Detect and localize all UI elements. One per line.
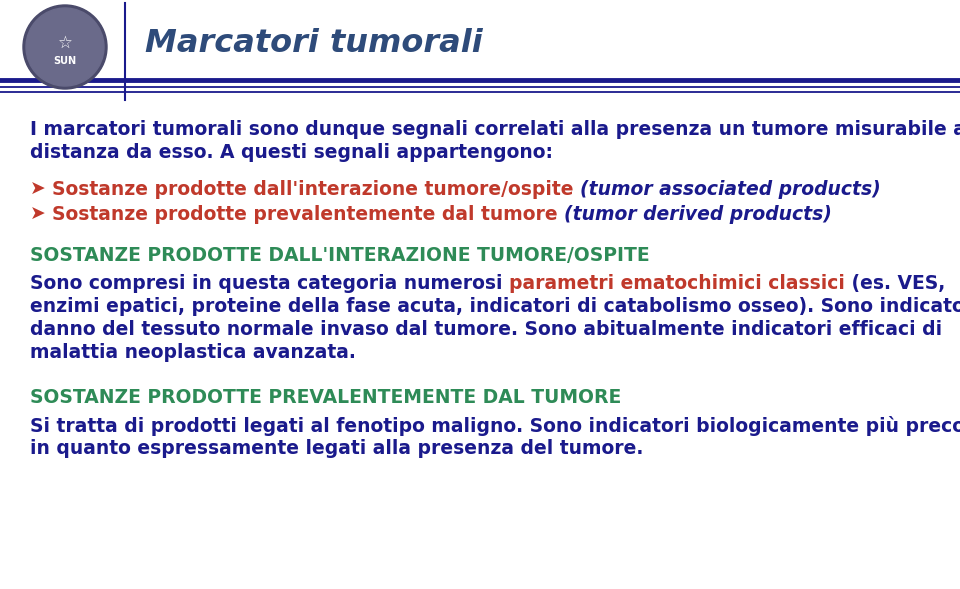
Text: SOSTANZE PRODOTTE DALL'INTERAZIONE TUMORE/OSPITE: SOSTANZE PRODOTTE DALL'INTERAZIONE TUMOR… xyxy=(30,246,650,265)
Text: Sostanze prodotte prevalentemente dal tumore: Sostanze prodotte prevalentemente dal tu… xyxy=(52,205,564,224)
Text: in quanto espressamente legati alla presenza del tumore.: in quanto espressamente legati alla pres… xyxy=(30,439,643,458)
Text: malattia neoplastica avanzata.: malattia neoplastica avanzata. xyxy=(30,343,356,362)
Text: (tumor derived products): (tumor derived products) xyxy=(564,205,832,224)
Text: Sono compresi in questa categoria numerosi: Sono compresi in questa categoria numero… xyxy=(30,274,509,293)
Text: distanza da esso. A questi segnali appartengono:: distanza da esso. A questi segnali appar… xyxy=(30,143,553,162)
Text: enzimi epatici, proteine della fase acuta, indicatori di catabolismo osseo). Son: enzimi epatici, proteine della fase acut… xyxy=(30,297,960,316)
Text: I marcatori tumorali sono dunque segnali correlati alla presenza un tumore misur: I marcatori tumorali sono dunque segnali… xyxy=(30,120,960,139)
Text: ➤: ➤ xyxy=(30,180,46,199)
Text: parametri ematochimici classici: parametri ematochimici classici xyxy=(509,274,845,293)
Circle shape xyxy=(23,5,107,89)
Circle shape xyxy=(26,8,104,86)
Text: danno del tessuto normale invaso dal tumore. Sono abitualmente indicatori effica: danno del tessuto normale invaso dal tum… xyxy=(30,320,942,339)
Text: SOSTANZE PRODOTTE PREVALENTEMENTE DAL TUMORE: SOSTANZE PRODOTTE PREVALENTEMENTE DAL TU… xyxy=(30,388,621,407)
Text: (tumor associated products): (tumor associated products) xyxy=(580,180,880,199)
Text: ➤: ➤ xyxy=(30,205,46,224)
Text: Sostanze prodotte dall'interazione tumore/ospite: Sostanze prodotte dall'interazione tumor… xyxy=(52,180,580,199)
Text: Marcatori tumorali: Marcatori tumorali xyxy=(145,28,483,58)
Text: ☆: ☆ xyxy=(58,34,72,52)
Text: Si tratta di prodotti legati al fenotipo maligno. Sono indicatori biologicamente: Si tratta di prodotti legati al fenotipo… xyxy=(30,416,960,436)
Text: SUN: SUN xyxy=(54,56,77,66)
Text: (es. VES,: (es. VES, xyxy=(845,274,946,293)
